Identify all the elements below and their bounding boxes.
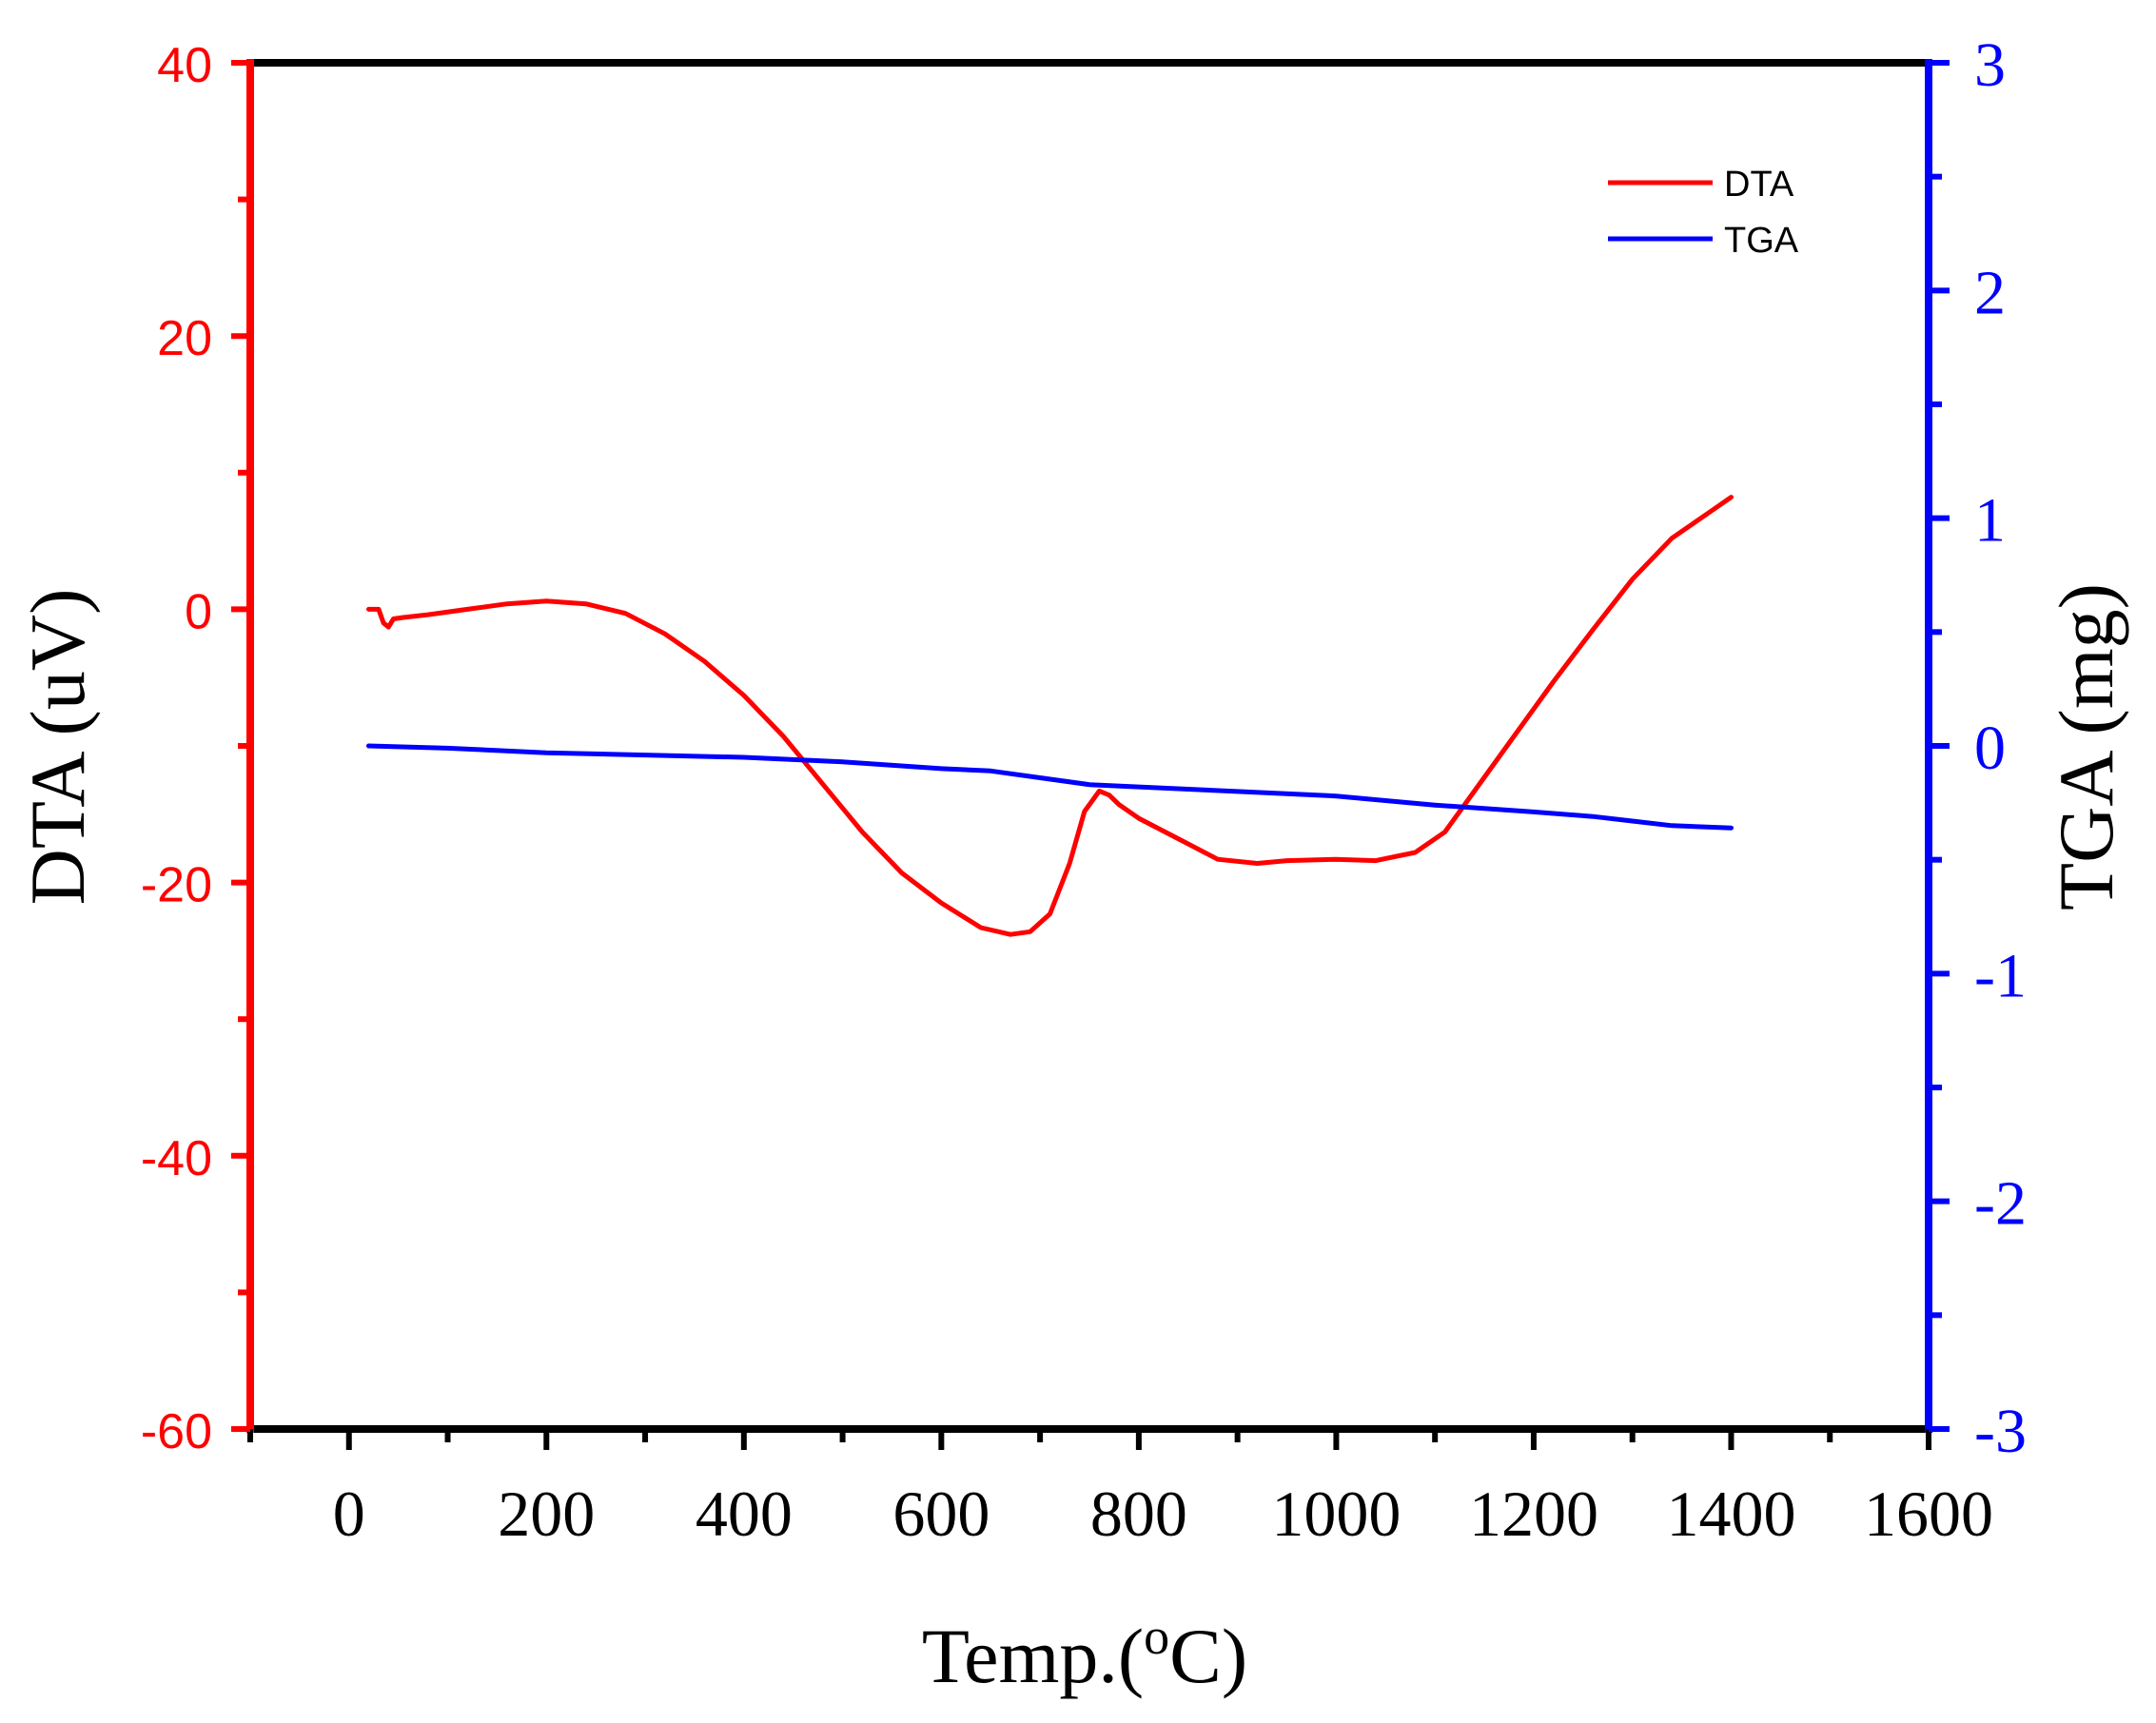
x-tick-label: 1400 — [1666, 1478, 1795, 1550]
y-axis-left: -60 -40 -20 0 20 40 — [141, 38, 250, 1459]
y-left-tick-label: -60 — [141, 1404, 212, 1459]
series-layer — [366, 495, 1734, 937]
y-left-tick-label: 0 — [185, 584, 212, 639]
y-right-tick-label: 1 — [1974, 486, 2006, 556]
series-line-dta — [366, 495, 1734, 937]
y-right-tick-label: 3 — [1974, 30, 2006, 100]
x-tick-label: 600 — [892, 1478, 990, 1550]
y-left-tick-label: -40 — [141, 1131, 212, 1186]
x-tick-label: 200 — [498, 1478, 595, 1550]
x-axis-label: Temp.(oC) — [922, 1608, 1247, 1699]
y-left-tick-label: 20 — [157, 311, 212, 366]
x-tick-label: 1600 — [1864, 1478, 1993, 1550]
y-right-tick-label: 0 — [1974, 714, 2006, 783]
x-axis-label-main: Temp.( — [922, 1613, 1144, 1699]
x-axis-label-tail: C) — [1169, 1613, 1247, 1699]
x-axis-label-superscript: o — [1144, 1608, 1169, 1665]
x-tick-label: 400 — [696, 1478, 793, 1550]
legend: DTA TGA — [1608, 165, 1799, 261]
legend-label-tga: TGA — [1724, 221, 1799, 261]
series-line-tga — [366, 743, 1734, 831]
x-tick-label: 800 — [1090, 1478, 1187, 1550]
legend-label-dta: DTA — [1724, 165, 1794, 205]
y-axis-right: -3 -2 -1 0 1 2 3 — [1929, 30, 2027, 1466]
y-right-tick-label: 2 — [1974, 258, 2006, 327]
y-axis-right-label: TGA (mg) — [2043, 583, 2129, 910]
x-axis: 0 200 400 600 800 1000 1200 1400 1600 — [247, 1429, 1993, 1550]
x-tick-label: 1000 — [1271, 1478, 1401, 1550]
y-right-tick-label: -1 — [1974, 941, 2027, 1010]
y-axis-left-label: DTA (uV) — [14, 589, 101, 906]
y-right-tick-label: -2 — [1974, 1169, 2027, 1239]
plot-frame — [246, 59, 1932, 1433]
x-tick-label: 0 — [333, 1478, 365, 1550]
y-right-tick-label: -3 — [1974, 1397, 2027, 1466]
y-left-tick-label: 40 — [157, 38, 212, 93]
x-tick-label: 1200 — [1469, 1478, 1598, 1550]
y-left-tick-label: -20 — [141, 858, 212, 913]
